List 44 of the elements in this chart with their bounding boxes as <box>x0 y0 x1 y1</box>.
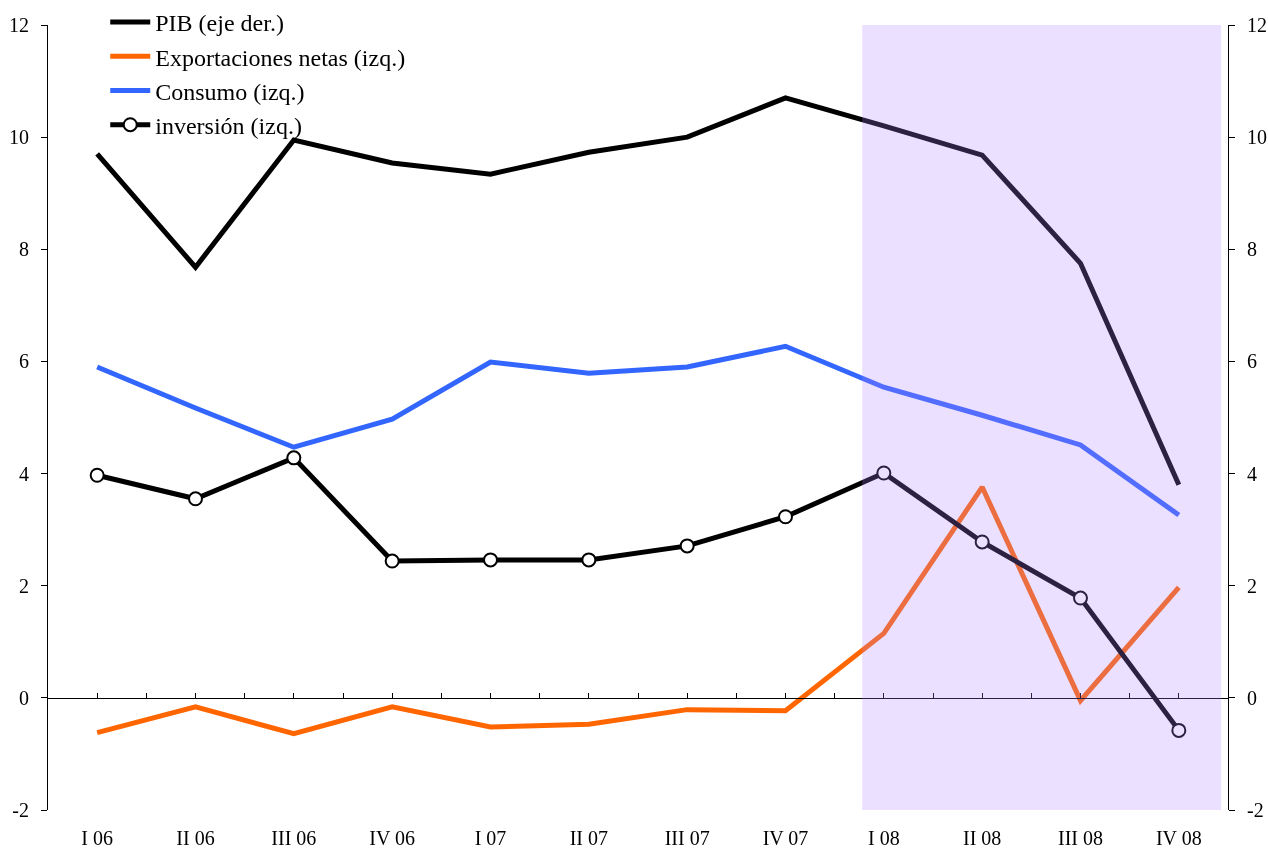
y-tick-label: 0 <box>19 686 29 709</box>
point <box>1171 722 1187 738</box>
y-tick-label: 6 <box>19 350 29 373</box>
point <box>679 538 695 554</box>
x-tick-label: IV 08 <box>1155 827 1202 849</box>
x-tick-label: IV 06 <box>369 827 416 849</box>
y2-tick-label: 6 <box>1247 350 1257 373</box>
legend-label: inversión (izq.) <box>155 113 302 140</box>
x-tick-label: I 07 <box>474 827 507 849</box>
y2-tick-label: 10 <box>1247 126 1267 149</box>
y-tick-label: -2 <box>12 799 29 821</box>
point <box>778 509 793 525</box>
point <box>89 467 105 483</box>
point <box>286 450 302 466</box>
y2-tick-label: 8 <box>1247 238 1257 261</box>
point <box>974 534 990 550</box>
y-tick-label: 12 <box>9 14 29 36</box>
point <box>1073 590 1088 606</box>
legend-label: Exportaciones netas (izq.) <box>155 44 406 71</box>
x-tick-label: II 06 <box>176 827 215 849</box>
y2-tick-label: 2 <box>1247 574 1257 597</box>
point <box>581 552 597 568</box>
y-tick-label: 10 <box>9 126 29 149</box>
y-tick-label: 2 <box>19 574 29 597</box>
y2-tick-label: 4 <box>1247 462 1257 485</box>
x-tick-label: I 08 <box>867 827 900 849</box>
x-tick-label: IV 07 <box>762 827 809 849</box>
y2-tick-label: 0 <box>1247 686 1257 709</box>
x-tick-label: III 06 <box>271 827 317 849</box>
y2-tick-label: 12 <box>1247 14 1267 36</box>
point <box>876 465 892 481</box>
legend-label: Consumo (izq.) <box>155 78 305 105</box>
x-tick-label: II 07 <box>569 827 608 849</box>
point <box>188 491 203 507</box>
point <box>483 552 498 568</box>
y-tick-label: 4 <box>19 462 29 485</box>
y-tick-label: 8 <box>19 238 29 261</box>
y2-tick-label: -2 <box>1247 799 1264 821</box>
point <box>384 553 400 569</box>
x-tick-label: III 08 <box>1058 827 1103 849</box>
x-tick-label: III 07 <box>664 827 710 849</box>
x-tick-label: II 08 <box>963 827 1002 849</box>
legend-label: PIB (eje der.) <box>155 10 284 37</box>
x-tick-label: I 06 <box>81 827 114 849</box>
